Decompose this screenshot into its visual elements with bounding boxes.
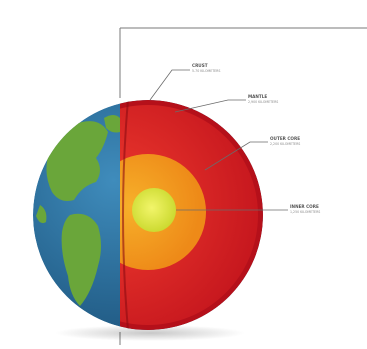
continent-greenland: [104, 115, 120, 133]
label-crust-caption: 5-70 KILOMETERS: [192, 69, 220, 73]
label-inner-core-title: INNER CORE: [290, 204, 319, 209]
leader-crust: [149, 69, 190, 101]
leader-mantle: [174, 99, 246, 113]
label-inner-core: INNER CORE 1,250 KILOMETERS: [290, 204, 320, 214]
cutaway: [120, 100, 263, 330]
label-mantle-caption: 2,900 KILOMETERS: [248, 100, 278, 104]
label-crust-title: CRUST: [192, 63, 208, 68]
label-mantle: MANTLE 2,900 KILOMETERS: [248, 94, 278, 104]
label-inner-core-caption: 1,250 KILOMETERS: [290, 210, 320, 214]
label-outer-core: OUTER CORE 2,200 KILOMETERS: [270, 136, 300, 146]
inner-core-layer: [132, 188, 176, 232]
globe-shadow: [55, 325, 245, 341]
label-outer-core-title: OUTER CORE: [270, 136, 300, 141]
label-crust: CRUST 5-70 KILOMETERS: [192, 63, 220, 73]
label-outer-core-caption: 2,200 KILOMETERS: [270, 142, 300, 146]
globe: [33, 100, 263, 330]
continent-south-america: [61, 213, 101, 306]
cut-edge: [122, 100, 129, 330]
leader-outer-core: [204, 141, 268, 171]
island: [36, 205, 47, 224]
leader-lines: [149, 69, 288, 211]
continent-north-america: [46, 121, 108, 201]
label-mantle-title: MANTLE: [248, 94, 267, 99]
